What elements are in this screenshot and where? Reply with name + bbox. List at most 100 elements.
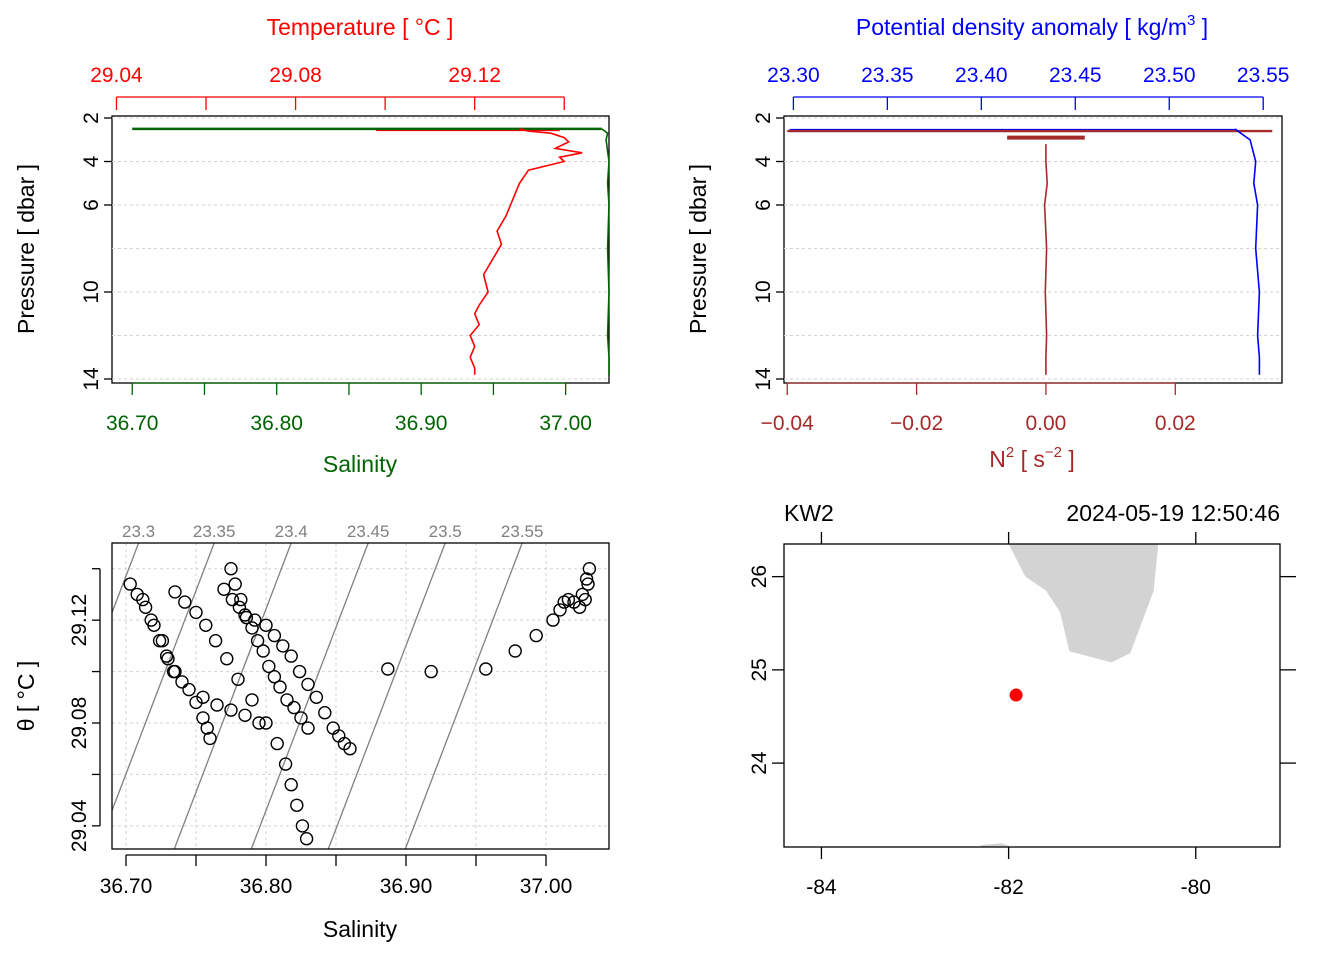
- ts-point: [248, 613, 262, 627]
- ts-point: [259, 716, 273, 730]
- map-frame: [783, 543, 1281, 848]
- isopycnal-line: [111, 542, 215, 811]
- profile-lines: [787, 128, 1273, 375]
- x-tick-label: 23.55: [1237, 64, 1290, 87]
- ts-point: [203, 731, 217, 746]
- coastline: [980, 544, 1159, 847]
- ts-point: [155, 634, 170, 648]
- ts-point: [225, 592, 240, 607]
- y-tick-label: 2: [80, 112, 103, 124]
- longitude-axis: -84 -82 -80: [806, 532, 1211, 899]
- x-tick-label: 23.45: [1049, 64, 1102, 87]
- isopycnal-label: 23.4: [275, 522, 308, 541]
- pressure-axis: 2 4 6 10 14: [752, 112, 784, 391]
- latitude-axis: 24 25 26: [748, 565, 1296, 775]
- ts-point: [217, 582, 231, 596]
- ts-point: [284, 778, 298, 792]
- isopycnal-label: 23.55: [501, 522, 544, 541]
- x-tick-label: -82: [993, 876, 1023, 899]
- x-tick-label: −0.02: [890, 412, 943, 435]
- ts-point: [224, 562, 238, 576]
- ts-point: [245, 693, 259, 707]
- ts-point: [553, 603, 567, 617]
- x-axis-label-top: Potential density anomaly [ kg/m3 ]: [856, 12, 1208, 40]
- x-tick-label: 23.40: [955, 64, 1008, 87]
- ts-point: [208, 634, 223, 648]
- y-tick-label: 6: [752, 199, 775, 211]
- ts-point: [196, 690, 210, 704]
- x-tick-label: 36.90: [395, 412, 448, 435]
- panel-frame: [111, 115, 610, 384]
- isopycnals: 23.3 23.35 23.4 23.45 23.5 23.55: [111, 522, 544, 850]
- x-tick-label: -84: [806, 876, 837, 899]
- density-line: [1234, 128, 1261, 375]
- ts-point: [343, 742, 357, 756]
- ts-point: [582, 562, 597, 576]
- n2-line: [1043, 144, 1049, 375]
- theta-axis: 29.04 29.08 29.12: [68, 568, 101, 852]
- ts-point: [581, 577, 595, 591]
- x-tick-label: 0.00: [1025, 412, 1066, 435]
- isopycnal-label: 23.45: [347, 522, 390, 541]
- ts-diagram-panel: 23.3 23.35 23.4 23.45 23.5 23.55 36.70 36.80 36…: [13, 522, 610, 942]
- x-tick-label: 36.80: [240, 875, 293, 898]
- ts-point: [575, 587, 590, 602]
- y-tick-label: 25: [748, 658, 771, 681]
- x-tick-label: 37.00: [539, 412, 592, 435]
- pressure-axis: 2 4 6 10 14: [80, 112, 112, 391]
- y-tick-label: 29.04: [68, 799, 91, 852]
- isopycnal-label: 23.3: [122, 522, 155, 541]
- ts-point: [301, 721, 315, 735]
- x-axis-label-bottom: N2 [ s−2 ]: [989, 444, 1075, 472]
- station-marker: [1009, 688, 1023, 702]
- ts-point: [270, 736, 284, 751]
- x-tick-label: 36.70: [106, 412, 159, 435]
- ts-point: [189, 605, 203, 620]
- ts-point: [546, 613, 560, 627]
- gridlines: [112, 543, 609, 849]
- ts-point: [245, 621, 259, 635]
- ts-point: [295, 819, 310, 833]
- y-axis-label: θ [ °C ]: [13, 661, 39, 732]
- ts-point: [280, 693, 294, 707]
- ts-points: [123, 562, 597, 846]
- ts-point: [200, 721, 214, 735]
- ts-point: [144, 613, 158, 627]
- ts-point: [238, 708, 252, 722]
- ts-point: [252, 716, 266, 730]
- x-tick-label: 23.35: [861, 64, 914, 87]
- ts-point: [267, 670, 282, 684]
- ts-point: [299, 832, 314, 846]
- x-tick-label: 36.70: [100, 875, 153, 898]
- gridlines: [112, 117, 609, 380]
- panel-frame: [783, 115, 1283, 384]
- x-axis-label-bottom: Salinity: [323, 451, 398, 477]
- ts-point: [224, 703, 238, 717]
- ts-point: [228, 577, 242, 591]
- land-polygon: [1008, 544, 1159, 663]
- y-tick-label: 10: [80, 280, 103, 303]
- ts-point: [284, 649, 298, 663]
- ts-point: [152, 634, 167, 648]
- ts-point: [166, 664, 181, 679]
- ts-point: [210, 698, 224, 712]
- x-tick-label: -80: [1181, 876, 1211, 899]
- ts-point: [424, 664, 438, 679]
- ts-point: [276, 639, 290, 653]
- ts-point: [479, 662, 493, 676]
- ts-point: [294, 711, 308, 725]
- x-tick-label: −0.04: [761, 412, 814, 435]
- x-tick-label: 36.80: [250, 412, 303, 435]
- isopycnal-line: [327, 542, 446, 850]
- ts-point: [231, 672, 245, 686]
- ts-point: [579, 572, 594, 586]
- x-axis-label-top: Temperature [ °C ]: [267, 14, 454, 40]
- y-axis-label: Pressure [ dbar ]: [13, 164, 39, 334]
- ts-point: [168, 585, 182, 599]
- ts-point: [159, 649, 174, 663]
- x-tick-label: 29.04: [90, 64, 143, 87]
- x-tick-label: 29.08: [269, 64, 322, 87]
- x-tick-label: 37.00: [520, 875, 573, 898]
